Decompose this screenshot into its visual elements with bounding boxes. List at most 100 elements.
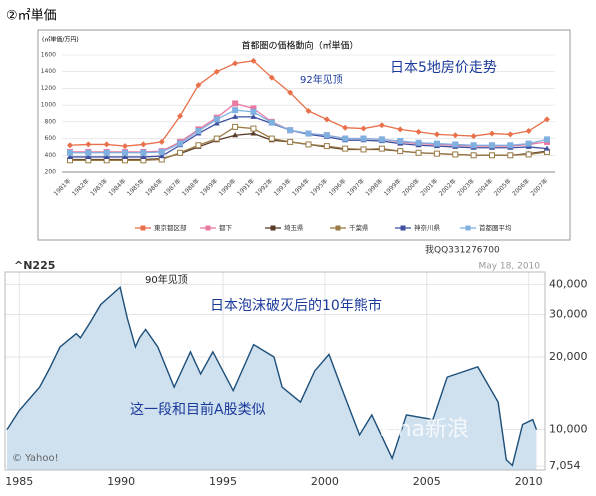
marker <box>544 136 550 143</box>
marker <box>213 68 220 75</box>
plot-frame <box>4 271 546 471</box>
marker <box>158 148 165 155</box>
marker <box>213 116 220 123</box>
chart-title: ^N225 <box>14 259 55 272</box>
marker <box>415 149 422 156</box>
marker <box>415 128 422 135</box>
marker <box>140 141 147 148</box>
marker <box>305 141 312 148</box>
annotation: © Yahoo! <box>12 453 59 464</box>
marker <box>195 82 202 89</box>
marker <box>85 153 92 159</box>
annotation: 90年见顶 <box>145 273 188 286</box>
marker <box>122 149 129 156</box>
marker <box>525 140 532 147</box>
marker <box>122 143 129 150</box>
y-tick-label: 1000 <box>41 102 56 109</box>
marker <box>158 153 165 159</box>
marker <box>103 141 110 148</box>
marker <box>323 116 330 123</box>
marker <box>305 130 312 137</box>
y-tick-label: 200 <box>45 169 57 176</box>
legend-label: 首都圏平均 <box>479 223 512 232</box>
marker <box>213 135 220 142</box>
y-tick-label: 400 <box>45 152 57 159</box>
marker <box>470 133 477 140</box>
marker <box>378 136 385 143</box>
marker <box>342 135 349 142</box>
y-tick-label: 30,000 <box>549 307 588 320</box>
x-tick-label: 2010 <box>515 475 543 488</box>
marker <box>85 141 92 148</box>
marker <box>195 142 202 149</box>
marker <box>85 149 92 156</box>
marker <box>305 107 312 114</box>
legend-marker <box>270 225 276 231</box>
marker <box>67 149 73 156</box>
marker <box>287 89 294 96</box>
marker <box>378 122 385 129</box>
marker <box>177 113 184 120</box>
annotation: sina新浪 <box>380 417 469 442</box>
marker <box>507 152 514 159</box>
y-tick-label: 10,000 <box>549 423 588 436</box>
marker <box>342 145 349 152</box>
marker <box>177 140 184 147</box>
x-tick-label: 1985 <box>5 475 33 488</box>
x-tick-label: 2005 <box>413 475 441 488</box>
marker <box>177 149 184 156</box>
legend-marker <box>400 225 406 231</box>
marker <box>433 140 440 147</box>
marker <box>360 135 367 142</box>
marker <box>378 145 385 152</box>
y-tick-label: 7,054 <box>549 459 581 472</box>
marker <box>158 138 165 145</box>
annotation: 这一段和目前A股类似 <box>130 401 266 418</box>
annotation: 92年见顶 <box>300 73 343 86</box>
marker <box>268 135 275 142</box>
marker <box>232 113 239 119</box>
marker <box>287 138 294 145</box>
marker <box>525 128 532 135</box>
marker <box>544 145 550 151</box>
marker <box>452 151 459 158</box>
marker <box>103 153 110 159</box>
marker <box>360 125 367 132</box>
y-label: (㎡単価/万円) <box>42 36 79 44</box>
x-tick-label: 2000 <box>311 475 339 488</box>
marker <box>232 132 239 138</box>
marker <box>140 153 147 159</box>
y-tick-label: 1200 <box>41 85 56 92</box>
marker <box>360 146 367 153</box>
marker <box>232 123 239 130</box>
marker <box>250 130 257 136</box>
marker <box>470 142 477 149</box>
legend-label: 埼玉県 <box>284 223 304 232</box>
y-tick-label: 800 <box>45 118 57 125</box>
legend-marker <box>335 225 341 231</box>
marker <box>250 125 257 132</box>
marker <box>195 128 202 135</box>
y-tick-label: 20,000 <box>549 350 588 363</box>
legend-marker <box>465 225 471 231</box>
marker <box>415 139 422 146</box>
x-tick-label: 1995 <box>209 475 237 488</box>
marker <box>232 60 239 67</box>
marker <box>488 130 495 137</box>
heading: ②㎡単価 <box>6 8 57 24</box>
marker <box>452 132 459 139</box>
y-tick-label: 1400 <box>41 68 56 75</box>
marker <box>397 126 404 133</box>
marker <box>268 119 275 126</box>
marker <box>544 116 550 123</box>
marker <box>268 74 275 81</box>
chart-title: 首都圏の価格動向（㎡単価） <box>241 40 358 52</box>
marker <box>287 127 294 134</box>
marker <box>103 149 110 156</box>
marker <box>507 131 514 138</box>
annotation: 日本5地房价走势 <box>390 60 497 76</box>
y-tick-label: 40,000 <box>549 277 588 290</box>
marker <box>507 142 514 149</box>
marker <box>232 107 239 114</box>
